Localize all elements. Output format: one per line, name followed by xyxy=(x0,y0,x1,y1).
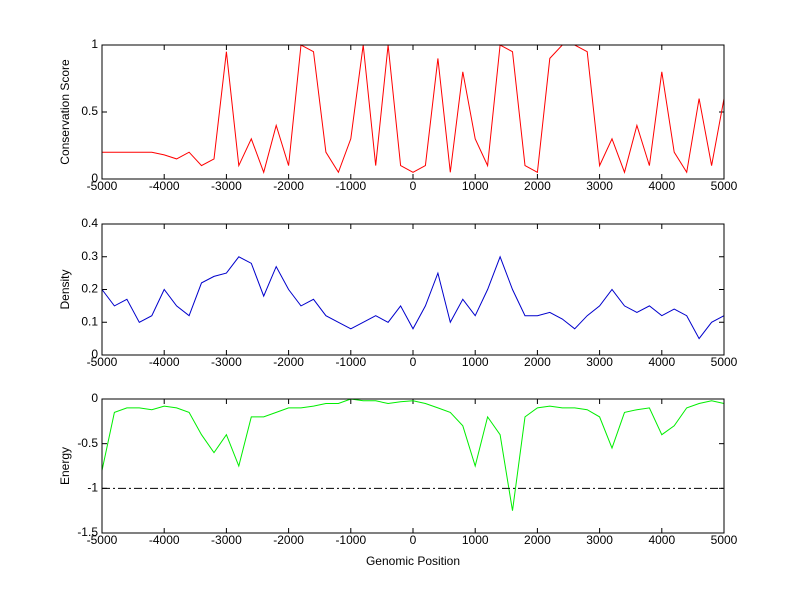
y-tick-label: 0 xyxy=(91,347,98,361)
x-tick-label: 0 xyxy=(410,355,417,369)
x-tick-label: -3000 xyxy=(211,179,242,193)
x-tick-label: 3000 xyxy=(586,179,613,193)
x-tick-label: -4000 xyxy=(149,355,180,369)
x-tick-label: -2000 xyxy=(273,179,304,193)
data-line xyxy=(101,255,725,340)
x-tick-label: -3000 xyxy=(211,533,242,547)
x-tick-label: 1000 xyxy=(462,533,489,547)
x-tick-label: 2000 xyxy=(524,179,551,193)
x-tick-label: -2000 xyxy=(273,355,304,369)
axes-frame xyxy=(101,398,725,534)
x-tick-label: 3000 xyxy=(586,355,613,369)
x-tick-label: 4000 xyxy=(648,355,675,369)
x-axis-label: Genomic Position xyxy=(366,554,460,568)
x-tick-label: -2000 xyxy=(273,533,304,547)
axes-background xyxy=(102,399,724,533)
x-tick-label: 3000 xyxy=(586,533,613,547)
x-tick-label: 5000 xyxy=(711,533,738,547)
y-tick-label: 0.1 xyxy=(81,314,98,328)
x-tick-label: 2000 xyxy=(524,533,551,547)
axes-frame xyxy=(101,44,725,180)
x-tick-label: -1000 xyxy=(335,179,366,193)
x-tick-label: -5000 xyxy=(87,179,118,193)
x-tick-label: -5000 xyxy=(87,533,118,547)
x-tick-label: 2000 xyxy=(524,355,551,369)
y-tick-label: 0.3 xyxy=(81,249,98,263)
x-tick-label: -1000 xyxy=(335,533,366,547)
data-line xyxy=(102,44,725,174)
y-tick-label: -1 xyxy=(87,481,98,495)
y-tick-label: 0 xyxy=(91,391,98,405)
y-axis-label: Conservation Score xyxy=(58,59,72,165)
x-tick-label: -5000 xyxy=(87,355,118,369)
y-tick-label: 1 xyxy=(91,37,98,51)
x-tick-label: -4000 xyxy=(149,533,180,547)
x-tick-label: 1000 xyxy=(462,355,489,369)
y-axis-label: Density xyxy=(58,269,72,309)
x-tick-label: 0 xyxy=(410,533,417,547)
y-tick-label: 0.5 xyxy=(81,104,98,118)
y-tick-label: -1.5 xyxy=(77,525,98,539)
y-axis-label: Energy xyxy=(58,447,72,485)
x-tick-label: -4000 xyxy=(149,179,180,193)
y-tick-label: 0.4 xyxy=(81,216,98,230)
x-tick-label: 4000 xyxy=(648,533,675,547)
x-tick-label: -3000 xyxy=(211,355,242,369)
x-tick-label: 0 xyxy=(410,179,417,193)
x-tick-label: 1000 xyxy=(462,179,489,193)
x-tick-label: 5000 xyxy=(711,179,738,193)
axes-frame xyxy=(101,223,725,356)
x-tick-label: -1000 xyxy=(335,355,366,369)
data-line xyxy=(101,398,725,511)
y-tick-label: -0.5 xyxy=(77,436,98,450)
y-tick-label: 0 xyxy=(91,171,98,185)
x-tick-label: 5000 xyxy=(711,355,738,369)
axes-background xyxy=(102,45,724,179)
y-tick-label: 0.2 xyxy=(81,282,98,296)
axes-background xyxy=(102,224,724,355)
x-tick-label: 4000 xyxy=(648,179,675,193)
